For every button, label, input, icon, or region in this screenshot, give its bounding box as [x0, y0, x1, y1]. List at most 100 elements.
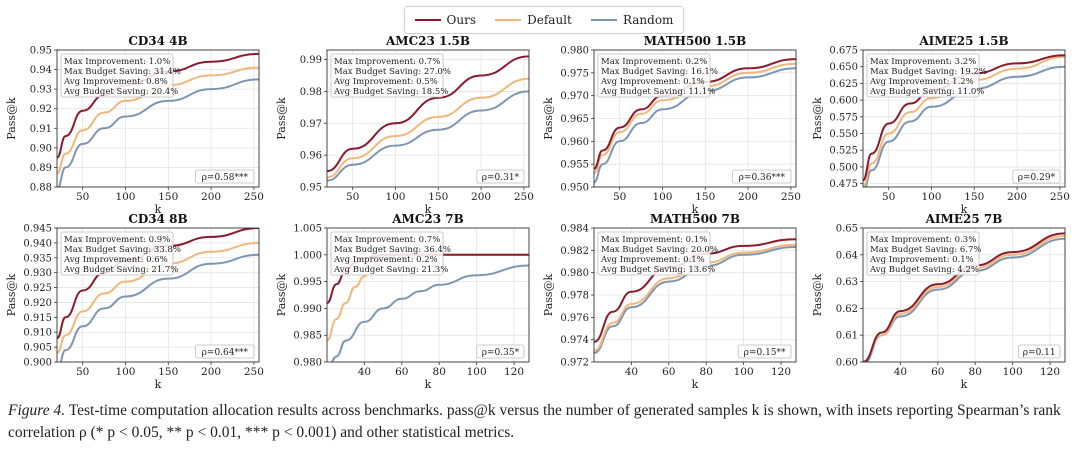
legend: Ours Default Random: [404, 6, 684, 34]
x-axis-label: k: [692, 203, 699, 216]
x-tick-label: 150: [964, 191, 984, 203]
y-tick-label: 0.91: [30, 124, 52, 135]
stats-line: Max Budget Saving: 19.2%: [870, 67, 987, 77]
y-tick-label: 0.980: [560, 268, 589, 279]
y-tick-label: 0.950: [560, 183, 589, 194]
legend-line-default: [495, 18, 522, 22]
stats-line: Avg Improvement: 1.2%: [869, 77, 974, 87]
series-line-random: [327, 90, 529, 182]
x-tick-label: 250: [244, 366, 264, 378]
rho-label: ρ=0.31*: [482, 173, 520, 183]
y-tick-label: 0.93: [30, 85, 52, 96]
rho-label: ρ=0.29*: [1018, 173, 1056, 183]
x-tick-label: 100: [467, 366, 487, 378]
stats-line: Max Improvement: 0.9%: [64, 235, 170, 245]
rho-label: ρ=0.58***: [202, 173, 249, 183]
y-axis-label: Pass@k: [542, 273, 555, 316]
subplot-title: MATH500 7B: [650, 212, 740, 226]
y-axis-label: Pass@k: [542, 97, 555, 140]
y-tick-label: 0.88: [30, 183, 52, 194]
x-tick-label: 40: [894, 366, 907, 378]
y-tick-label: 0.575: [829, 112, 858, 123]
stats-line: Avg Improvement: 0.8%: [63, 77, 168, 87]
legend-line-random: [590, 18, 617, 22]
x-tick-label: 250: [781, 191, 801, 203]
x-tick-label: 60: [662, 366, 675, 378]
x-tick-label: 150: [158, 366, 178, 378]
y-tick-label: 0.970: [560, 91, 589, 102]
y-tick-label: 1.000: [293, 250, 322, 261]
y-tick-label: 0.900: [23, 358, 52, 369]
y-tick-label: 0.935: [23, 253, 52, 264]
subplot-8: 40 60 80 100 120 0.60 0.61 0.62 0.63 0.64 0.65 AIME…: [811, 212, 1066, 391]
y-tick-label: 0.920: [23, 298, 52, 309]
stats-inset: [60, 53, 174, 98]
series-line-random: [57, 78, 259, 187]
y-tick-label: 0.625: [829, 79, 858, 90]
y-tick-label: 0.95: [300, 183, 322, 194]
y-tick-label: 0.965: [560, 114, 589, 125]
x-tick-label: 100: [115, 191, 135, 203]
x-tick-label: 40: [358, 366, 371, 378]
y-tick-label: 0.550: [829, 129, 858, 140]
y-tick-label: 0.985: [293, 331, 322, 342]
x-axis-label: k: [155, 378, 162, 391]
caption-text: Test-time computation allocation results…: [8, 402, 1061, 441]
stats-line: Avg Improvement: 0.1%: [869, 255, 974, 265]
y-tick-label: 0.675: [829, 46, 858, 57]
plot-frame: [593, 227, 797, 363]
y-tick-label: 0.60: [836, 358, 858, 369]
y-tick-label: 0.980: [293, 358, 322, 369]
rho-label: ρ=0.11: [1023, 348, 1056, 358]
x-axis-label: k: [692, 378, 699, 391]
series-line-default: [594, 243, 796, 352]
plot-frame: [862, 227, 1066, 363]
rho-label: ρ=0.15**: [744, 348, 786, 358]
series-group: [594, 58, 796, 184]
y-tick-label: 0.925: [23, 283, 52, 294]
y-tick-label: 1.005: [293, 224, 322, 235]
stats-line: Avg Budget Saving: 21.3%: [333, 265, 448, 275]
legend-item-default: Default: [495, 13, 572, 27]
stats-line: Avg Budget Saving: 18.5%: [333, 87, 448, 97]
x-tick-label: 100: [652, 191, 672, 203]
legend-item-random: Random: [590, 13, 674, 27]
legend-label-default: Default: [527, 13, 572, 27]
plot-frame: [593, 49, 797, 188]
x-tick-label: 40: [625, 366, 638, 378]
rho-label: ρ=0.35*: [482, 348, 520, 358]
y-tick-label: 0.95: [30, 46, 52, 57]
legend-label-random: Random: [622, 13, 674, 27]
subplot-7: 40 60 80 100 120 0.972 0.974 0.976 0.978 0.980 0.9…: [542, 212, 797, 391]
y-tick-label: 0.90: [30, 143, 52, 154]
y-tick-label: 0.650: [829, 62, 858, 73]
series-group: [327, 55, 529, 182]
series-line-default: [594, 62, 796, 175]
y-tick-label: 0.475: [829, 179, 858, 190]
stats-line: Avg Budget Saving: 20.4%: [63, 87, 178, 97]
stats-line: Avg Improvement: 0.6%: [63, 255, 168, 265]
y-tick-label: 0.89: [30, 163, 52, 174]
stats-line: Max Improvement: 3.2%: [870, 57, 976, 67]
x-tick-label: 200: [201, 366, 221, 378]
stats-inset: [866, 53, 980, 98]
stats-line: Max Improvement: 1.0%: [64, 57, 170, 67]
x-tick-label: 150: [695, 191, 715, 203]
y-tick-label: 0.600: [829, 96, 858, 107]
stats-line: Avg Budget Saving: 11.1%: [600, 87, 715, 97]
subplot-5: 50 100 150 200 250 0.900 0.905 0.910 0.915 0.920 0…: [5, 212, 264, 391]
stats-inset: [330, 53, 444, 98]
stats-line: Avg Improvement: 0.1%: [600, 77, 705, 87]
y-tick-label: 0.500: [829, 162, 858, 173]
x-tick-label: 120: [1040, 366, 1060, 378]
y-tick-label: 0.980: [560, 46, 589, 57]
legend-line-ours: [414, 18, 441, 22]
stats-line: Avg Budget Saving: 21.7%: [63, 265, 178, 275]
y-axis-label: Pass@k: [275, 97, 288, 140]
stats-line: Avg Improvement: 0.5%: [333, 77, 438, 87]
x-tick-label: 250: [244, 191, 264, 203]
y-tick-label: 0.96: [300, 151, 322, 162]
y-tick-label: 0.990: [293, 304, 322, 315]
y-axis-label: Pass@k: [5, 273, 18, 316]
x-tick-label: 60: [931, 366, 944, 378]
